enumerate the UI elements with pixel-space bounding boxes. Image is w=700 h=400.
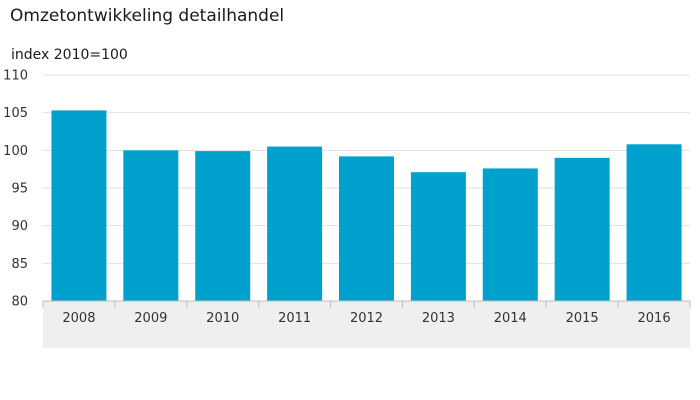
bar-2009: [123, 150, 179, 301]
x-tick-label: 2012: [350, 311, 383, 326]
x-tick-label: 2011: [278, 311, 311, 326]
bar-2008: [51, 110, 107, 301]
x-tick-label: 2009: [134, 311, 167, 326]
bar-2010: [195, 151, 251, 301]
x-tick-label: 2014: [494, 311, 527, 326]
x-tick-label: 2013: [422, 311, 455, 326]
bar-2016: [626, 144, 682, 301]
y-axis-label: index 2010=100: [11, 47, 128, 63]
x-tick-label: 2010: [206, 311, 239, 326]
y-tick-label: 90: [11, 219, 28, 234]
x-axis-band: [43, 301, 690, 348]
y-tick-label: 95: [11, 182, 28, 197]
bar-2013: [410, 172, 466, 301]
chart-title: Omzetontwikkeling detailhandel: [10, 6, 285, 26]
x-tick-label: 2008: [62, 311, 95, 326]
x-tick-label: 2015: [566, 311, 599, 326]
bar-2012: [339, 156, 394, 301]
bar-2014: [482, 168, 538, 301]
y-tick-label: 110: [3, 69, 28, 84]
y-tick-label: 85: [11, 257, 28, 272]
y-tick-label: 100: [3, 144, 28, 159]
bar-2011: [267, 146, 323, 301]
bar-2015: [554, 157, 610, 301]
x-tick-label: 2016: [638, 311, 671, 326]
y-tick-label: 105: [3, 106, 28, 121]
y-tick-label: 80: [11, 295, 28, 310]
